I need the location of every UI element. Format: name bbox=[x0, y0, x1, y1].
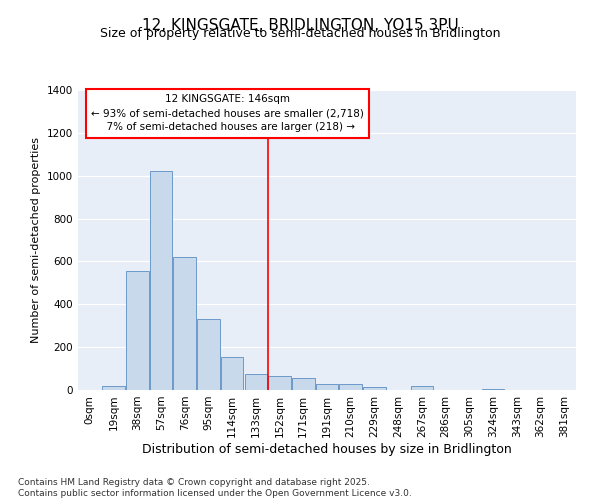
Bar bbox=[340, 384, 362, 390]
Y-axis label: Number of semi-detached properties: Number of semi-detached properties bbox=[31, 137, 41, 343]
Bar bbox=[197, 320, 220, 390]
Bar bbox=[292, 378, 314, 390]
Text: Contains HM Land Registry data © Crown copyright and database right 2025.
Contai: Contains HM Land Registry data © Crown c… bbox=[18, 478, 412, 498]
Text: Size of property relative to semi-detached houses in Bridlington: Size of property relative to semi-detach… bbox=[100, 28, 500, 40]
Text: 12, KINGSGATE, BRIDLINGTON, YO15 3PU: 12, KINGSGATE, BRIDLINGTON, YO15 3PU bbox=[142, 18, 458, 32]
Bar bbox=[221, 357, 244, 390]
Bar bbox=[268, 376, 291, 390]
Bar bbox=[173, 257, 196, 390]
X-axis label: Distribution of semi-detached houses by size in Bridlington: Distribution of semi-detached houses by … bbox=[142, 442, 512, 456]
Bar bbox=[126, 271, 149, 390]
Bar bbox=[410, 386, 433, 390]
Bar bbox=[245, 374, 267, 390]
Text: 12 KINGSGATE: 146sqm
← 93% of semi-detached houses are smaller (2,718)
  7% of s: 12 KINGSGATE: 146sqm ← 93% of semi-detac… bbox=[91, 94, 364, 132]
Bar bbox=[363, 387, 386, 390]
Bar bbox=[150, 172, 172, 390]
Bar bbox=[482, 389, 504, 390]
Bar bbox=[103, 386, 125, 390]
Bar bbox=[316, 384, 338, 390]
